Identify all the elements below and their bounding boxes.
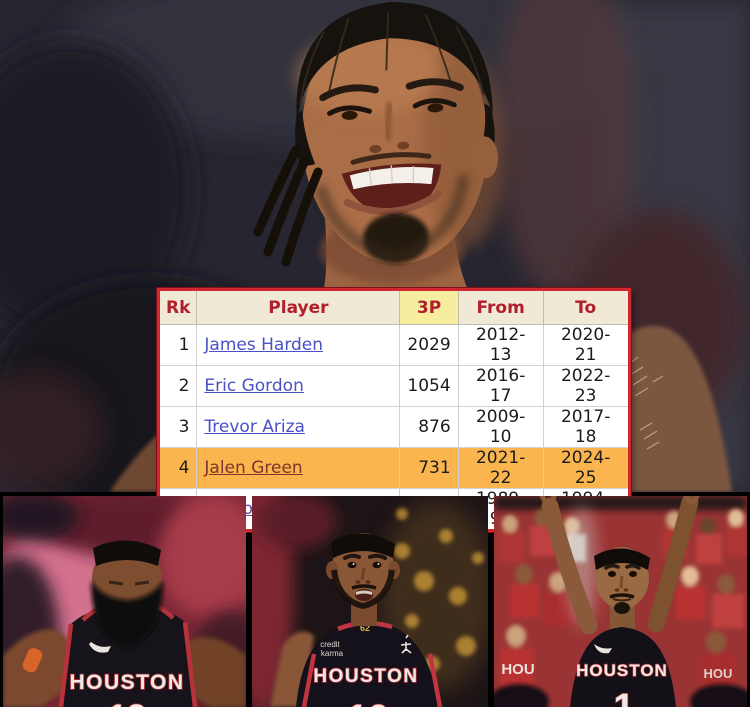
col-header-to: To bbox=[542, 289, 630, 325]
nose bbox=[369, 101, 410, 154]
sponsor-patch-line2: karma bbox=[321, 649, 344, 658]
from-cell: 2016-17 bbox=[457, 365, 544, 407]
left-arm bbox=[3, 629, 78, 707]
three-point-leaders-table: Rk Player 3P From To 1 James Harden 2029… bbox=[157, 288, 631, 532]
hair bbox=[93, 540, 161, 566]
smiling-eyes bbox=[327, 98, 457, 120]
player-link-eric-gordon[interactable]: Eric Gordon bbox=[204, 376, 304, 396]
mustache bbox=[351, 584, 377, 590]
jersey-number: 13 bbox=[108, 698, 146, 707]
player-link-jalen-green[interactable]: Jalen Green bbox=[204, 458, 303, 478]
col-header-3p: 3P bbox=[399, 289, 459, 325]
raised-right-arm bbox=[647, 496, 699, 633]
table-row-eric-gordon: 2 Eric Gordon 1054 2016-17 2022-23 bbox=[157, 365, 630, 407]
to-cell: 2020-21 bbox=[542, 324, 630, 366]
player-cell: James Harden bbox=[196, 324, 401, 366]
table-row-jalen-green-highlighted: 4 Jalen Green 731 2021-22 2024-25 bbox=[157, 447, 630, 489]
bokeh-lights bbox=[394, 508, 484, 672]
orange-wristband bbox=[22, 648, 43, 673]
jumpman-logo bbox=[400, 634, 412, 654]
jersey-number: 1 bbox=[613, 687, 634, 707]
player-cell: Jalen Green bbox=[196, 447, 401, 489]
threes-cell: 731 bbox=[399, 447, 459, 489]
player-link-james-harden[interactable]: James Harden bbox=[204, 335, 324, 355]
chin-patch bbox=[614, 602, 630, 614]
hanging-braids bbox=[253, 145, 323, 267]
col-header-rk: Rk bbox=[157, 289, 198, 325]
head bbox=[295, 2, 503, 264]
rank-cell: 1 bbox=[157, 324, 198, 366]
goatee-mustache bbox=[609, 593, 635, 599]
hair bbox=[331, 533, 395, 558]
player-cell: Trevor Ariza bbox=[196, 406, 401, 448]
ear bbox=[472, 136, 499, 179]
from-cell: 2009-10 bbox=[457, 406, 544, 448]
eyes bbox=[347, 561, 382, 569]
raised-left-arm bbox=[541, 497, 598, 635]
col-header-player: Player bbox=[196, 289, 401, 325]
table-row-trevor-ariza: 3 Trevor Ariza 876 2009-10 2017-18 bbox=[157, 406, 630, 448]
table-header-row: Rk Player 3P From To bbox=[157, 289, 630, 325]
jersey-text-houston: HOUSTON bbox=[313, 666, 418, 687]
gordon-figure: credit karma 62 bbox=[270, 533, 443, 707]
rank-cell: 4 bbox=[157, 447, 198, 489]
eyebrows bbox=[604, 563, 641, 570]
to-cell: 2022-23 bbox=[542, 365, 630, 407]
photo-eric-gordon: credit karma 62 bbox=[252, 496, 488, 707]
rank-cell: 2 bbox=[157, 365, 198, 407]
nike-swoosh bbox=[89, 642, 111, 653]
from-cell: 2012-13 bbox=[457, 324, 544, 366]
col-header-from: From bbox=[457, 289, 544, 325]
jersey-torso bbox=[296, 620, 440, 707]
player-link-trevor-ariza[interactable]: Trevor Ariza bbox=[204, 417, 305, 437]
collar-patch-62: 62 bbox=[360, 623, 370, 633]
mustache bbox=[350, 152, 432, 165]
table-row-james-harden: 1 James Harden 2029 2012-13 2020-21 bbox=[157, 324, 630, 366]
crowd-shirt-text-hou: HOU bbox=[501, 661, 534, 678]
open-smile bbox=[341, 163, 443, 217]
nose bbox=[355, 567, 371, 584]
photo-trevor-ariza: HOU HOU bbox=[494, 496, 747, 707]
braid-lines bbox=[299, 12, 485, 106]
jersey-text-houston: HOUSTON bbox=[69, 671, 184, 694]
ariza-figure: HOUSTON 1 bbox=[539, 496, 700, 707]
threes-cell: 2029 bbox=[399, 324, 459, 366]
photo-james-harden: HOUSTON 13 bbox=[3, 496, 246, 707]
crowd-shirt-text-hou-2: HOU bbox=[704, 666, 733, 681]
jaw-beard bbox=[331, 569, 395, 610]
sponsor-patch-line1: credit bbox=[320, 640, 340, 649]
bowed-head bbox=[91, 540, 163, 648]
player-cell: Eric Gordon bbox=[196, 365, 401, 407]
head bbox=[594, 547, 650, 614]
to-cell: 2017-18 bbox=[542, 406, 630, 448]
jersey-number: 10 bbox=[347, 698, 389, 707]
to-cell: 2024-25 bbox=[542, 447, 630, 489]
jersey-text-houston: HOUSTON bbox=[576, 661, 668, 680]
eyebrows bbox=[343, 553, 387, 560]
eyes-looking-up bbox=[608, 571, 637, 577]
threes-cell: 1054 bbox=[399, 365, 459, 407]
jersey-torso bbox=[61, 604, 195, 707]
nike-swoosh bbox=[594, 644, 612, 654]
rank-cell: 3 bbox=[157, 406, 198, 448]
eyebrows bbox=[319, 78, 464, 102]
nose bbox=[614, 575, 629, 592]
from-cell: 2021-22 bbox=[457, 447, 544, 489]
hands bbox=[539, 496, 700, 509]
closed-eyes bbox=[108, 580, 150, 586]
harden-figure: HOUSTON 13 bbox=[3, 540, 246, 707]
goatee bbox=[314, 173, 470, 264]
threes-cell: 876 bbox=[399, 406, 459, 448]
head bbox=[326, 533, 400, 626]
hair-braided-top bbox=[296, 2, 493, 124]
big-beard bbox=[91, 580, 163, 648]
